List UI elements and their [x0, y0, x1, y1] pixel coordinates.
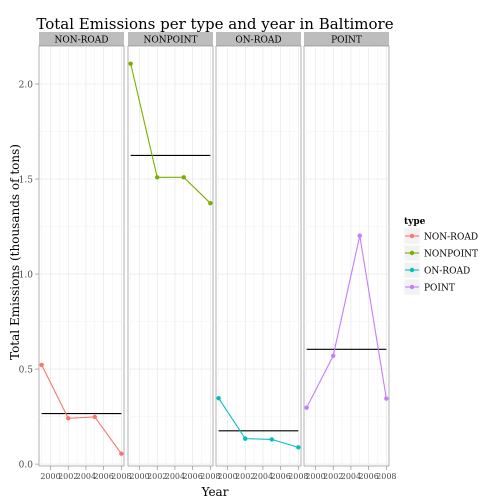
- x-tick-label: 2004: [253, 472, 273, 481]
- data-point: [357, 233, 362, 238]
- data-point: [269, 437, 274, 442]
- data-point: [304, 405, 309, 410]
- x-tick-label: 2006: [270, 472, 290, 481]
- x-tick-label: 2008: [200, 472, 220, 481]
- legend-label: NONPOINT: [424, 250, 478, 260]
- data-point: [128, 61, 133, 66]
- x-tick-label: 2000: [40, 472, 60, 481]
- legend-key-point: [409, 233, 415, 239]
- legend-label: NON-ROAD: [424, 233, 478, 243]
- facet-strip: [216, 32, 301, 46]
- data-point: [66, 416, 71, 421]
- series-line: [41, 364, 122, 454]
- data-point: [331, 353, 336, 358]
- legend-key-point: [409, 284, 415, 290]
- x-tick-label: 2006: [93, 472, 113, 481]
- x-tick-label: 2002: [58, 472, 78, 481]
- legend-label: POINT: [424, 284, 455, 294]
- data-point: [243, 436, 248, 441]
- panel-background: [215, 45, 302, 467]
- x-tick-label: 2000: [129, 472, 149, 481]
- series-line: [306, 235, 387, 408]
- x-tick-label: 2008: [376, 472, 396, 481]
- data-point: [208, 200, 213, 206]
- legend-key-point: [409, 267, 415, 273]
- x-tick-label: 2008: [288, 472, 308, 481]
- data-point: [216, 395, 221, 401]
- y-tick-label: 2.0: [19, 81, 34, 91]
- legend-label: ON-ROAD: [424, 267, 470, 277]
- legend-item-nonpoint: NONPOINT: [403, 244, 478, 262]
- facet-panels: NON-ROAD20002002200420062008NONPOINT2000…: [38, 32, 397, 481]
- data-point: [384, 396, 389, 401]
- x-tick-label: 2002: [323, 472, 343, 481]
- data-point: [155, 175, 160, 180]
- x-tick-label: 2002: [147, 472, 167, 481]
- x-tick-label: 2004: [165, 472, 185, 481]
- x-tick-label: 2000: [217, 472, 237, 481]
- facet-strip-label: NON-ROAD: [54, 36, 108, 46]
- y-tick-label: 0.0: [19, 461, 34, 471]
- panel-background: [303, 45, 390, 467]
- x-tick-label: 2004: [76, 472, 96, 481]
- x-tick-label: 2004: [341, 472, 361, 481]
- facet-strip-label: NONPOINT: [144, 36, 198, 46]
- data-point: [181, 175, 186, 180]
- legend-item-non-road: NON-ROAD: [403, 227, 478, 245]
- y-tick-label: 1.0: [19, 271, 34, 281]
- legend-item-point: POINT: [403, 278, 455, 296]
- facet-strip: [39, 32, 124, 46]
- data-point: [39, 362, 44, 368]
- y-axis: 0.0 0.5 1.0 1.5 2.0: [19, 81, 39, 471]
- series-line: [130, 63, 211, 204]
- data-point: [296, 445, 301, 450]
- legend-title: type: [404, 217, 426, 227]
- x-tick-label: 2008: [111, 472, 131, 481]
- x-tick-label: 2006: [182, 472, 202, 481]
- y-tick-label: 1.5: [19, 176, 34, 186]
- panel-background: [127, 45, 214, 467]
- x-tick-label: 2006: [358, 472, 378, 481]
- x-tick-label: 2000: [305, 472, 325, 481]
- legend: type NON-ROAD NONPOINT ON-ROAD POINT: [403, 217, 478, 296]
- y-tick-label: 0.5: [19, 366, 34, 376]
- data-point: [92, 414, 97, 420]
- x-tick-label: 2002: [235, 472, 255, 481]
- facet-strip: [128, 32, 213, 46]
- legend-item-on-road: ON-ROAD: [403, 261, 470, 279]
- data-point: [119, 451, 124, 456]
- chart-title: Total Emissions per type and year in Bal…: [36, 15, 393, 33]
- facet-strip-label: ON-ROAD: [235, 36, 281, 46]
- y-axis-label: Total Emissions (thousands of tons): [8, 144, 22, 360]
- series-line: [218, 397, 299, 448]
- panel-background: [38, 45, 125, 467]
- facet-strip: [304, 32, 389, 46]
- legend-key-point: [409, 250, 415, 256]
- x-axis-label: Year: [201, 485, 229, 499]
- facet-strip-label: POINT: [331, 36, 362, 46]
